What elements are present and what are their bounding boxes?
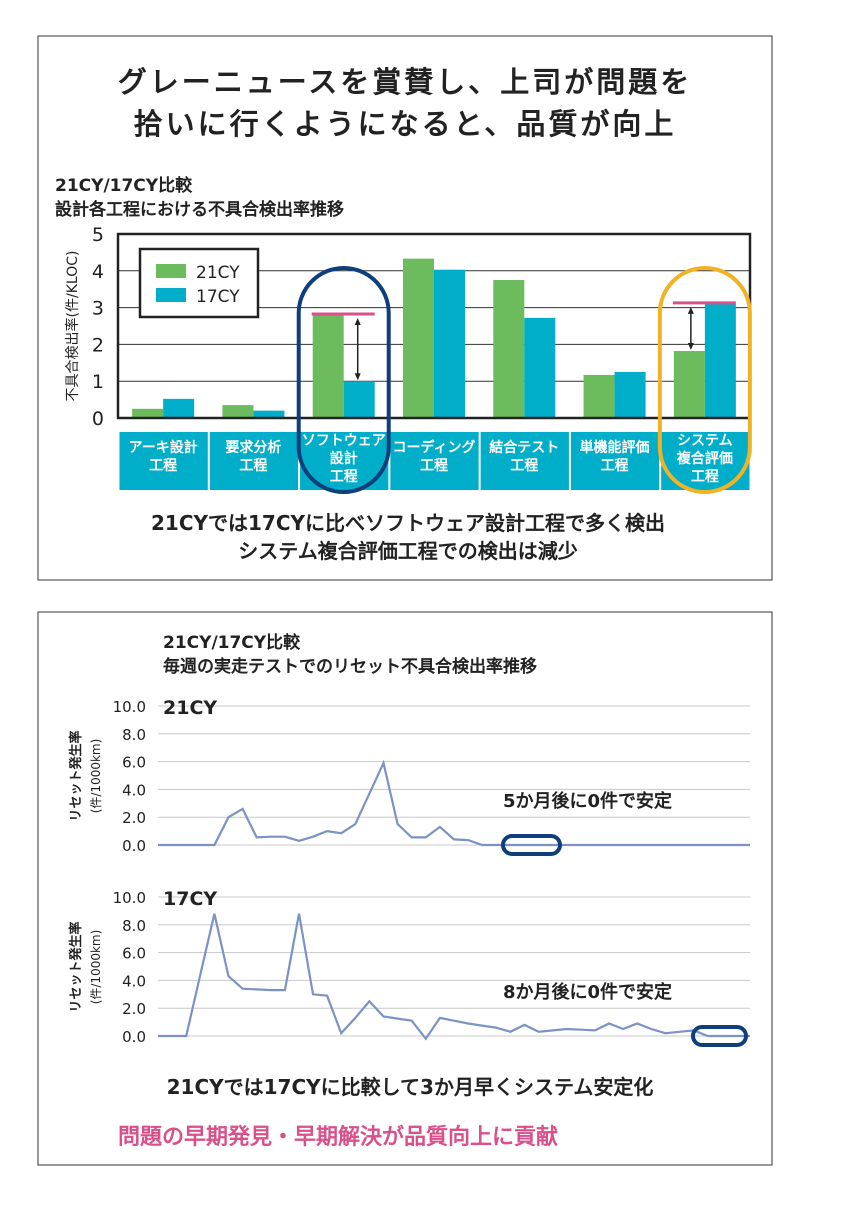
category-label: システム <box>677 433 733 449</box>
category-label: 工程 <box>330 469 358 485</box>
y-tick-label: 4 <box>92 261 104 283</box>
category-label: 工程 <box>239 458 267 474</box>
arrow-head-up <box>687 306 694 314</box>
y-tick-label: 5 <box>92 224 104 246</box>
line-chart-title-2: 毎週の実走テストでのリセット不具合検出率推移 <box>163 656 537 677</box>
panel-2-conclusion: 問題の早期発見・早期解決が品質向上に貢献 <box>118 1124 558 1150</box>
bar-chart-title-1: 21CY/17CY比較 <box>55 175 193 196</box>
bar-17CY <box>524 317 556 418</box>
bar-21CY <box>403 258 434 418</box>
legend-swatch-21CY <box>156 264 186 278</box>
y-tick-label: 0 <box>92 408 104 430</box>
bar-chart-ylabel: 不具合検出率(件/KLOC) <box>64 251 81 402</box>
category-box <box>209 432 299 490</box>
legend-swatch-17CY <box>156 288 186 302</box>
stability-highlight <box>501 834 562 856</box>
category-label: 要求分析 <box>225 439 281 456</box>
category-label: 工程 <box>601 458 629 474</box>
arrow-head-down <box>687 343 694 351</box>
bar-21CY <box>673 351 705 418</box>
y-tick-label: 10.0 <box>113 698 146 716</box>
category-label: 工程 <box>510 458 538 474</box>
stability-annotation: 8か月後に0件で安定 <box>503 981 672 1003</box>
panel-1-caption-1: 21CYでは17CYに比べソフトウェア設計工程で多く検出 <box>151 511 665 535</box>
category-box <box>480 432 569 490</box>
category-box <box>570 432 660 490</box>
series-label: 21CY <box>163 697 217 719</box>
y-tick-label: 2.0 <box>122 1000 146 1018</box>
stability-highlight <box>691 1025 748 1047</box>
bar-chart-title-2: 設計各工程における不具合検出率推移 <box>55 199 344 220</box>
legend-box <box>138 247 260 319</box>
bar-17CY <box>704 303 736 418</box>
y-tick-label: 2.0 <box>122 809 146 827</box>
y-tick-label: 10.0 <box>113 889 146 907</box>
line-charts: 0.0 2.0 4.0 6.0 8.0 10.0 リセット発生率 (件/1000km) 21CY… <box>68 697 751 1047</box>
bar-21CY <box>222 405 254 418</box>
category-label: アーキ設計 <box>129 439 198 456</box>
highlight-ellipse <box>657 266 752 494</box>
y-tick-label: 0.0 <box>122 837 146 855</box>
y-axis-unit: (件/1000km) <box>89 930 103 1005</box>
y-tick-label: 3 <box>92 298 104 320</box>
y-tick-label: 1 <box>92 371 104 393</box>
y-axis-label: リセット発生率 <box>68 921 84 1012</box>
headline-line-2: 拾いに行くようになると、品質が向上 <box>134 107 677 141</box>
category-box <box>119 432 208 490</box>
y-tick-label: 8.0 <box>122 726 146 744</box>
category-label: 工程 <box>420 458 448 474</box>
panel-1-caption-2: システム複合評価工程での検出は減少 <box>238 539 577 563</box>
category-label: 設計 <box>330 450 358 467</box>
bar-17CY <box>434 269 465 418</box>
bar-21CY <box>132 408 164 418</box>
category-label: 複合評価 <box>676 450 733 467</box>
arrow-head-up <box>354 317 361 325</box>
headline-line-1: グレーニュースを賞賛し、上司が問題を <box>118 65 693 99</box>
panel-2-frame <box>37 611 773 1166</box>
bar-21CY <box>583 374 615 418</box>
legend-label: 17CY <box>196 287 240 307</box>
bar-17CY <box>253 410 285 418</box>
highlight-ellipse <box>296 266 391 494</box>
category-label: 工程 <box>149 458 177 474</box>
y-tick-label: 6.0 <box>122 945 146 963</box>
category-box <box>390 432 479 490</box>
bar-chart: 012345アーキ設計工程要求分析工程ソフトウェア設計工程コーディング工程結合テ… <box>92 224 752 494</box>
category-label: ソフトウェア <box>302 433 386 449</box>
category-label: 結合テスト <box>489 439 559 456</box>
legend-label: 21CY <box>196 263 240 283</box>
category-label: 単機能評価 <box>580 439 650 456</box>
y-tick-label: 2 <box>92 334 104 356</box>
y-tick-label: 4.0 <box>122 781 146 799</box>
stability-annotation: 5か月後に0件で安定 <box>503 790 672 812</box>
bar-21CY <box>493 280 525 418</box>
y-tick-label: 4.0 <box>122 972 146 990</box>
panel-2-caption: 21CYでは17CYに比較して3か月早くシステム安定化 <box>167 1075 654 1099</box>
line-chart-title-1: 21CY/17CY比較 <box>163 632 301 653</box>
y-tick-label: 8.0 <box>122 917 146 935</box>
bar-17CY <box>163 398 195 418</box>
bar-17CY <box>343 381 375 418</box>
y-tick-label: 6.0 <box>122 754 146 772</box>
y-axis-label: リセット発生率 <box>68 730 84 821</box>
bar-17CY <box>614 372 646 418</box>
category-label: 工程 <box>691 469 719 485</box>
category-label: コーディング <box>392 439 475 456</box>
series-label: 17CY <box>163 888 217 910</box>
y-tick-label: 0.0 <box>122 1028 146 1046</box>
bar-21CY <box>312 314 344 418</box>
arrow-head-down <box>354 373 361 381</box>
y-axis-unit: (件/1000km) <box>89 739 103 814</box>
